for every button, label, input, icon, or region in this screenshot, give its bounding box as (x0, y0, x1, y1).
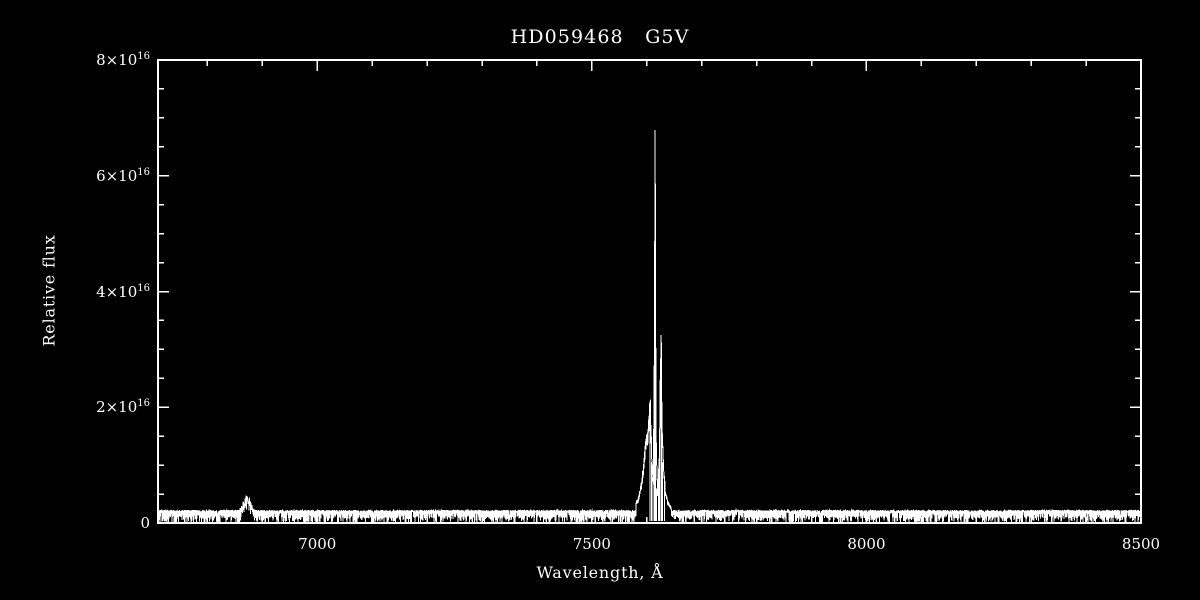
x-tick-label: 7500 (572, 535, 611, 553)
x-tick-label: 8000 (847, 535, 886, 553)
y-tick-label: 2×1016 (96, 398, 150, 417)
y-tick-label: 4×1016 (96, 282, 150, 301)
x-tick-label: 7000 (298, 535, 337, 553)
spectrum-trace (157, 130, 1142, 524)
x-tick-label: 8500 (1121, 535, 1161, 553)
axis-ticks (158, 59, 1142, 524)
y-tick-label: 0 (140, 514, 150, 532)
y-tick-label: 6×1016 (96, 166, 150, 185)
axes-frame (157, 59, 1142, 524)
page-title: HD059468 G5V (510, 26, 690, 48)
y-tick-label: 8×1016 (96, 51, 150, 69)
x-axis-label: Wavelength, Å (536, 563, 664, 582)
